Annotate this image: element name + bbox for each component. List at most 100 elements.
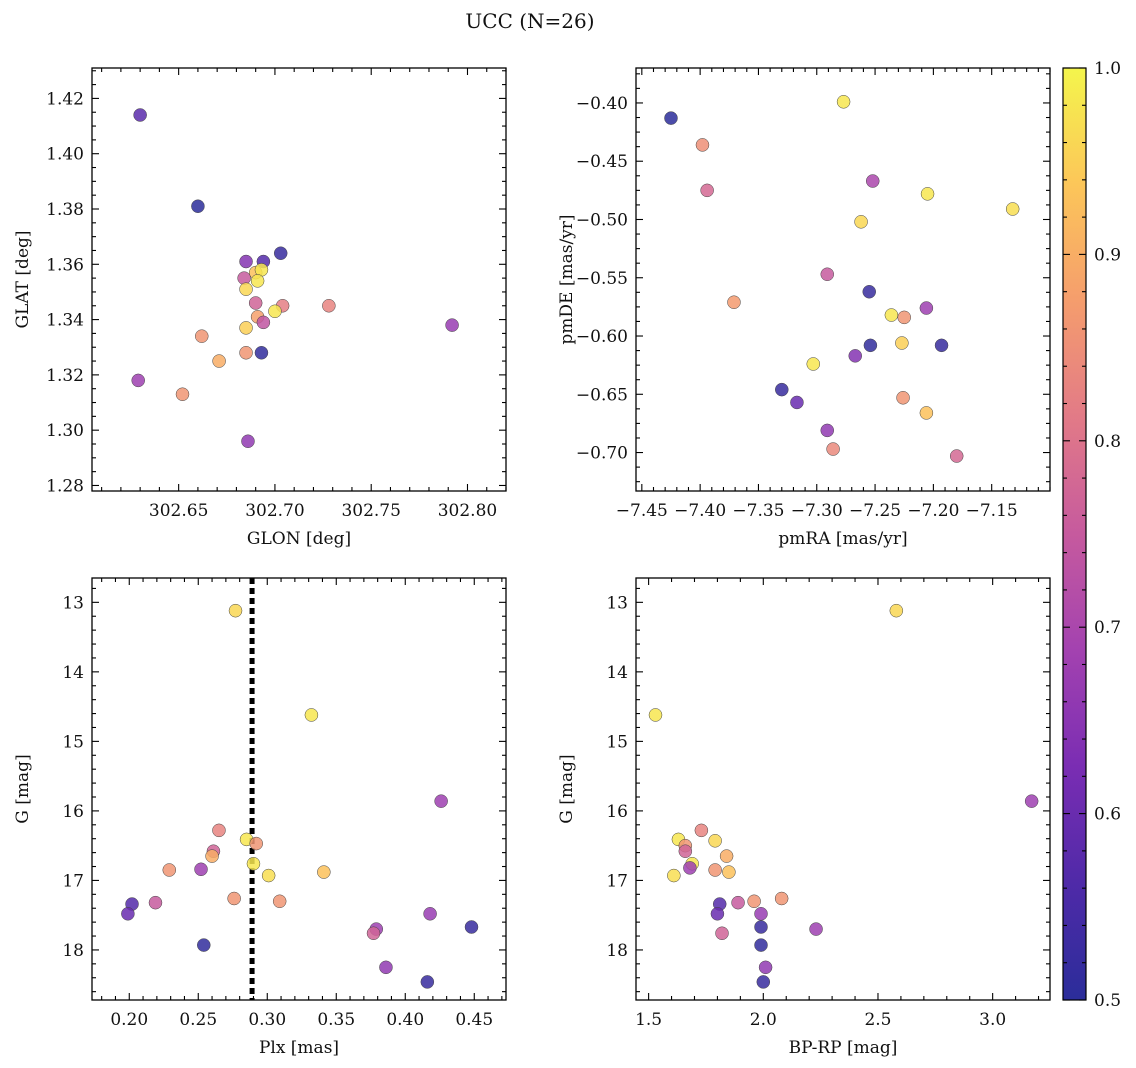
- data-point: [148, 895, 163, 910]
- y-tick-label: 18: [606, 941, 628, 961]
- data-point: [934, 338, 949, 353]
- y-tick-label: 15: [62, 732, 84, 752]
- data-point: [747, 894, 761, 909]
- y-tick-label: −0.45: [576, 152, 628, 172]
- y-tick-label: 17: [606, 871, 628, 891]
- y-tick-label: −0.70: [576, 444, 628, 464]
- x-tick-label: −7.35: [732, 501, 784, 521]
- data-point: [836, 95, 851, 109]
- x-tick-label: 302.70: [245, 501, 304, 521]
- data-point: [237, 271, 251, 285]
- data-point: [920, 187, 935, 201]
- y-tick-label: 1.34: [46, 311, 84, 331]
- x-tick-label: −7.15: [966, 501, 1018, 521]
- data-point: [754, 920, 768, 934]
- data-point: [694, 823, 709, 838]
- data-point: [854, 215, 868, 229]
- data-point: [708, 834, 722, 848]
- x-tick-label: −7.30: [791, 501, 843, 521]
- data-point: [133, 108, 147, 122]
- data-point: [239, 282, 253, 296]
- y-tick-label: 16: [606, 802, 628, 822]
- x-tick-label: 3.0: [979, 1010, 1006, 1030]
- y-tick-label: 1.32: [46, 366, 84, 386]
- data-point: [848, 349, 862, 363]
- y-tick-label: 15: [606, 732, 628, 752]
- data-point: [715, 926, 729, 941]
- x-tick-label: 1.5: [635, 1010, 662, 1030]
- data-point: [895, 336, 909, 350]
- data-point: [806, 357, 821, 371]
- y-tick-label: 14: [62, 663, 84, 683]
- data-point: [695, 138, 710, 152]
- data-point: [667, 868, 681, 883]
- y-tick-label: 1.42: [46, 89, 84, 109]
- x-tick-label: −7.20: [907, 501, 959, 521]
- plot-frame: [91, 577, 507, 1001]
- data-point: [1024, 794, 1039, 808]
- panel-glon-glat: 302.65 302.70 302.75 302.80 1.28 1.30 1.32 1.34…: [13, 67, 507, 549]
- data-point: [719, 849, 734, 863]
- data-point: [700, 183, 714, 198]
- data-point: [249, 836, 263, 851]
- x-tick-label: 2.0: [750, 1010, 777, 1030]
- data-point: [239, 254, 253, 269]
- data-point: [212, 823, 226, 838]
- plot-frame: [91, 67, 507, 492]
- y-tick-label: −0.50: [576, 210, 628, 230]
- data-point: [464, 920, 479, 934]
- x-tick-label: 0.40: [386, 1010, 424, 1030]
- data-point: [228, 603, 243, 618]
- panel-pmra-pmde: −7.45 −7.40 −7.35 −7.30 −7.25 −7.20 −7.15 −0.70…: [557, 67, 1051, 549]
- data-point: [775, 382, 789, 397]
- panel-plx-g: 0.20 0.25 0.30 0.35 0.40 0.45 13 14 15 16 17 18 Plx …: [13, 577, 507, 1058]
- data-point: [862, 284, 876, 299]
- colorbar-gradient: [1062, 67, 1087, 1001]
- data-point: [248, 296, 263, 310]
- data-point: [322, 299, 336, 313]
- data-point: [710, 907, 725, 921]
- data-point: [317, 865, 331, 879]
- y-tick-label: 13: [606, 593, 628, 613]
- data-point: [731, 895, 745, 910]
- data-point: [191, 199, 205, 213]
- data-point: [131, 373, 145, 388]
- data-point: [175, 387, 190, 401]
- data-point: [809, 922, 823, 936]
- x-axis-label: pmRA [mas/yr]: [778, 529, 907, 549]
- y-axis-label: pmDE [mas/yr]: [557, 214, 577, 344]
- x-tick-label: −7.40: [674, 501, 726, 521]
- y-tick-label: 1.28: [46, 476, 84, 496]
- y-tick-label: 16: [62, 802, 84, 822]
- data-point: [754, 938, 768, 952]
- data-point: [197, 938, 211, 952]
- data-point: [727, 295, 741, 309]
- data-point: [241, 434, 255, 448]
- data-point: [268, 304, 282, 319]
- data-point: [774, 891, 789, 906]
- y-tick-label: 18: [62, 941, 84, 961]
- data-point: [272, 894, 287, 909]
- data-point: [722, 865, 736, 879]
- x-tick-label: −7.45: [616, 501, 668, 521]
- x-tick-label: 302.80: [438, 501, 497, 521]
- data-point: [863, 338, 878, 353]
- y-axis-label: G [mag]: [557, 754, 577, 823]
- data-point: [256, 315, 271, 330]
- data-point: [758, 960, 773, 975]
- panel-bprp-g: 1.5 2.0 2.5 3.0 13 14 15 16 17 18 BP-RP [mag] G [ma…: [557, 577, 1051, 1058]
- data-point: [194, 862, 208, 877]
- data-point: [239, 346, 253, 360]
- y-tick-label: 14: [606, 663, 628, 683]
- data-point: [445, 318, 459, 332]
- data-point: [121, 907, 135, 921]
- x-tick-label: 0.20: [110, 1010, 148, 1030]
- y-tick-label: 17: [62, 871, 84, 891]
- x-tick-label: 0.45: [455, 1010, 493, 1030]
- y-tick-label: 1.30: [46, 421, 84, 441]
- y-tick-label: −0.65: [576, 385, 628, 405]
- x-axis-label: GLON [deg]: [247, 529, 351, 549]
- y-tick-label: 1.38: [46, 200, 84, 220]
- colorbar-tick-label: 0.5: [1094, 991, 1121, 1011]
